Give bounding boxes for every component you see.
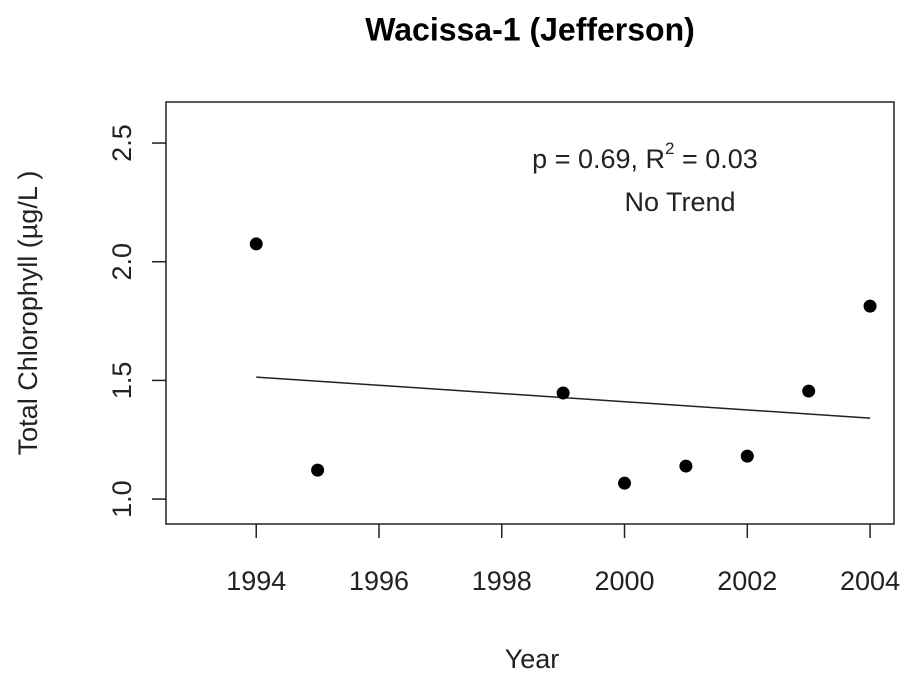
point bbox=[802, 384, 816, 398]
annotation: p = 0.69, R2 = 0.03 bbox=[532, 139, 758, 174]
x-tick-label: 1996 bbox=[349, 566, 409, 596]
x-tick-label: 1998 bbox=[472, 566, 532, 596]
y-tick-label: 1.5 bbox=[107, 362, 137, 400]
annotation-text-after: = 0.03 bbox=[674, 144, 757, 174]
point bbox=[249, 237, 263, 251]
point bbox=[740, 449, 754, 463]
x-tick-label: 1994 bbox=[226, 566, 286, 596]
point bbox=[311, 463, 325, 477]
x-axis-label: Year bbox=[505, 644, 560, 674]
point bbox=[679, 459, 693, 473]
y-tick-label: 2.5 bbox=[107, 124, 137, 162]
x-tick-label: 2000 bbox=[594, 566, 654, 596]
y-axis-label: Total Chlorophyll (µg/L ) bbox=[13, 171, 43, 456]
x-tick-label: 2002 bbox=[717, 566, 777, 596]
y-tick-label: 2.0 bbox=[107, 243, 137, 281]
annotation-verdict: No Trend bbox=[624, 187, 735, 217]
chart-title: Wacissa-1 (Jefferson) bbox=[365, 11, 695, 47]
point bbox=[618, 476, 632, 490]
point bbox=[863, 299, 877, 313]
annotation-superscript: 2 bbox=[665, 139, 674, 158]
plot-frame bbox=[165, 101, 895, 525]
annotation-text: p = 0.69, R bbox=[532, 144, 665, 174]
point bbox=[556, 386, 570, 400]
x-tick-label: 2004 bbox=[840, 566, 900, 596]
y-tick-label: 1.0 bbox=[107, 480, 137, 518]
